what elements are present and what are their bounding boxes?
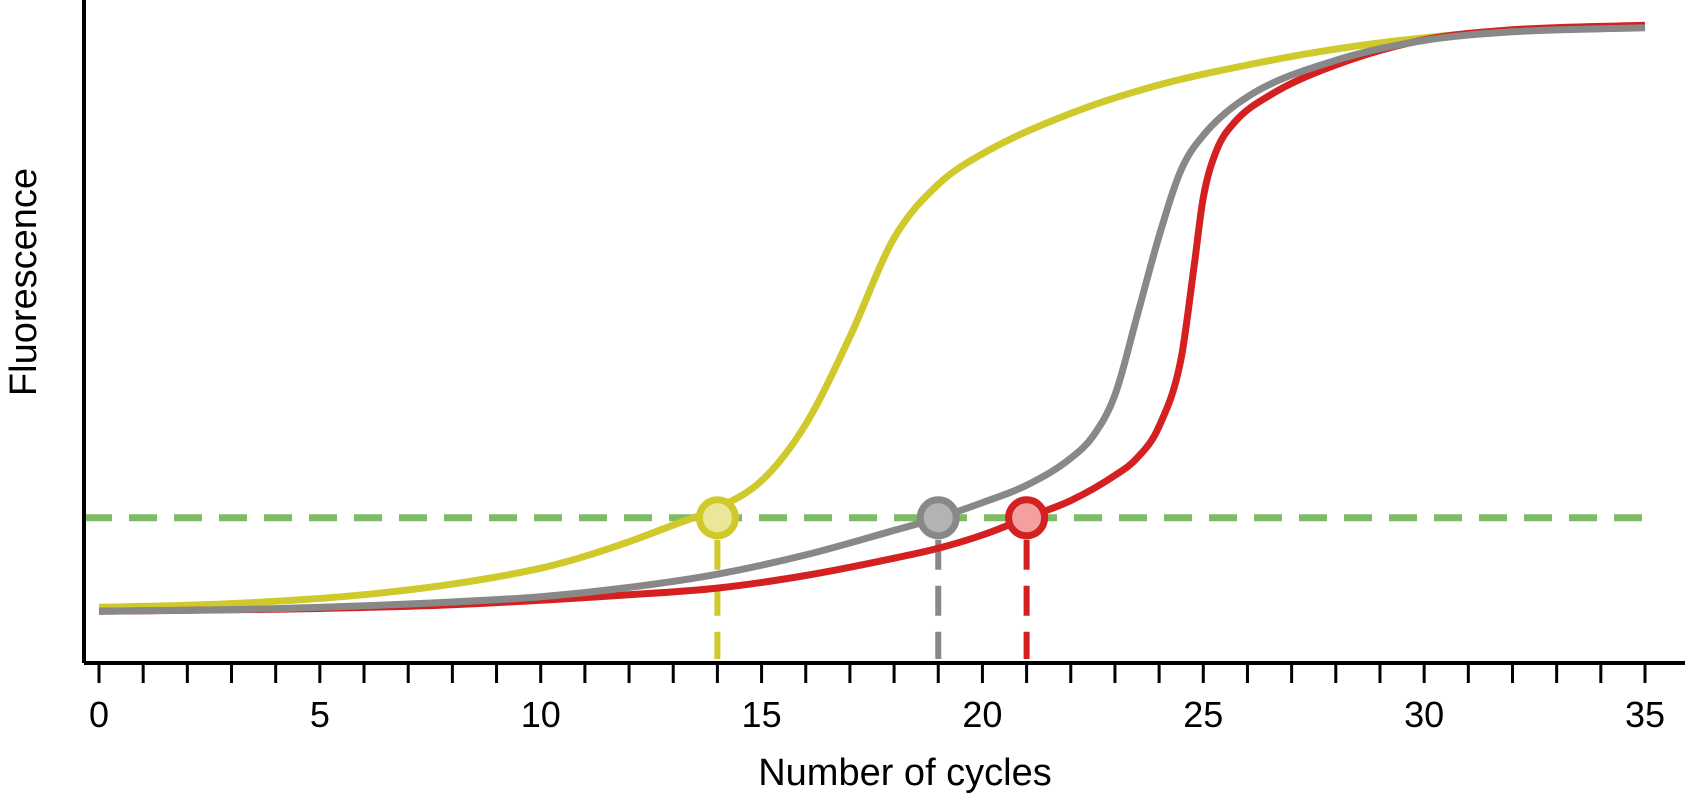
series-line-2 (98, 24, 1646, 615)
ct-marker-1 (695, 496, 739, 540)
ct-marker-3 (1005, 496, 1049, 540)
x-tick-label-10: 10 (521, 694, 561, 735)
x-tick-label-15: 15 (742, 694, 782, 735)
x-tick-label-25: 25 (1183, 694, 1223, 735)
axes (82, 0, 1685, 665)
x-tick-label-0: 0 (89, 694, 109, 735)
x-tick-label-30: 30 (1404, 694, 1444, 735)
x-tick-label-5: 5 (310, 694, 330, 735)
x-tick-label-20: 20 (962, 694, 1002, 735)
x-ticks: 0 5 10 15 20 25 30 35 (89, 663, 1665, 735)
series-line-1 (98, 23, 1646, 611)
ct-marker-2 (916, 496, 960, 540)
y-axis-title: Fluorescence (3, 168, 45, 396)
series-line-3 (98, 21, 1646, 615)
x-axis-title: Number of cycles (758, 752, 1052, 794)
x-tick-label-35: 35 (1625, 694, 1665, 735)
plot-area (84, 21, 1650, 659)
